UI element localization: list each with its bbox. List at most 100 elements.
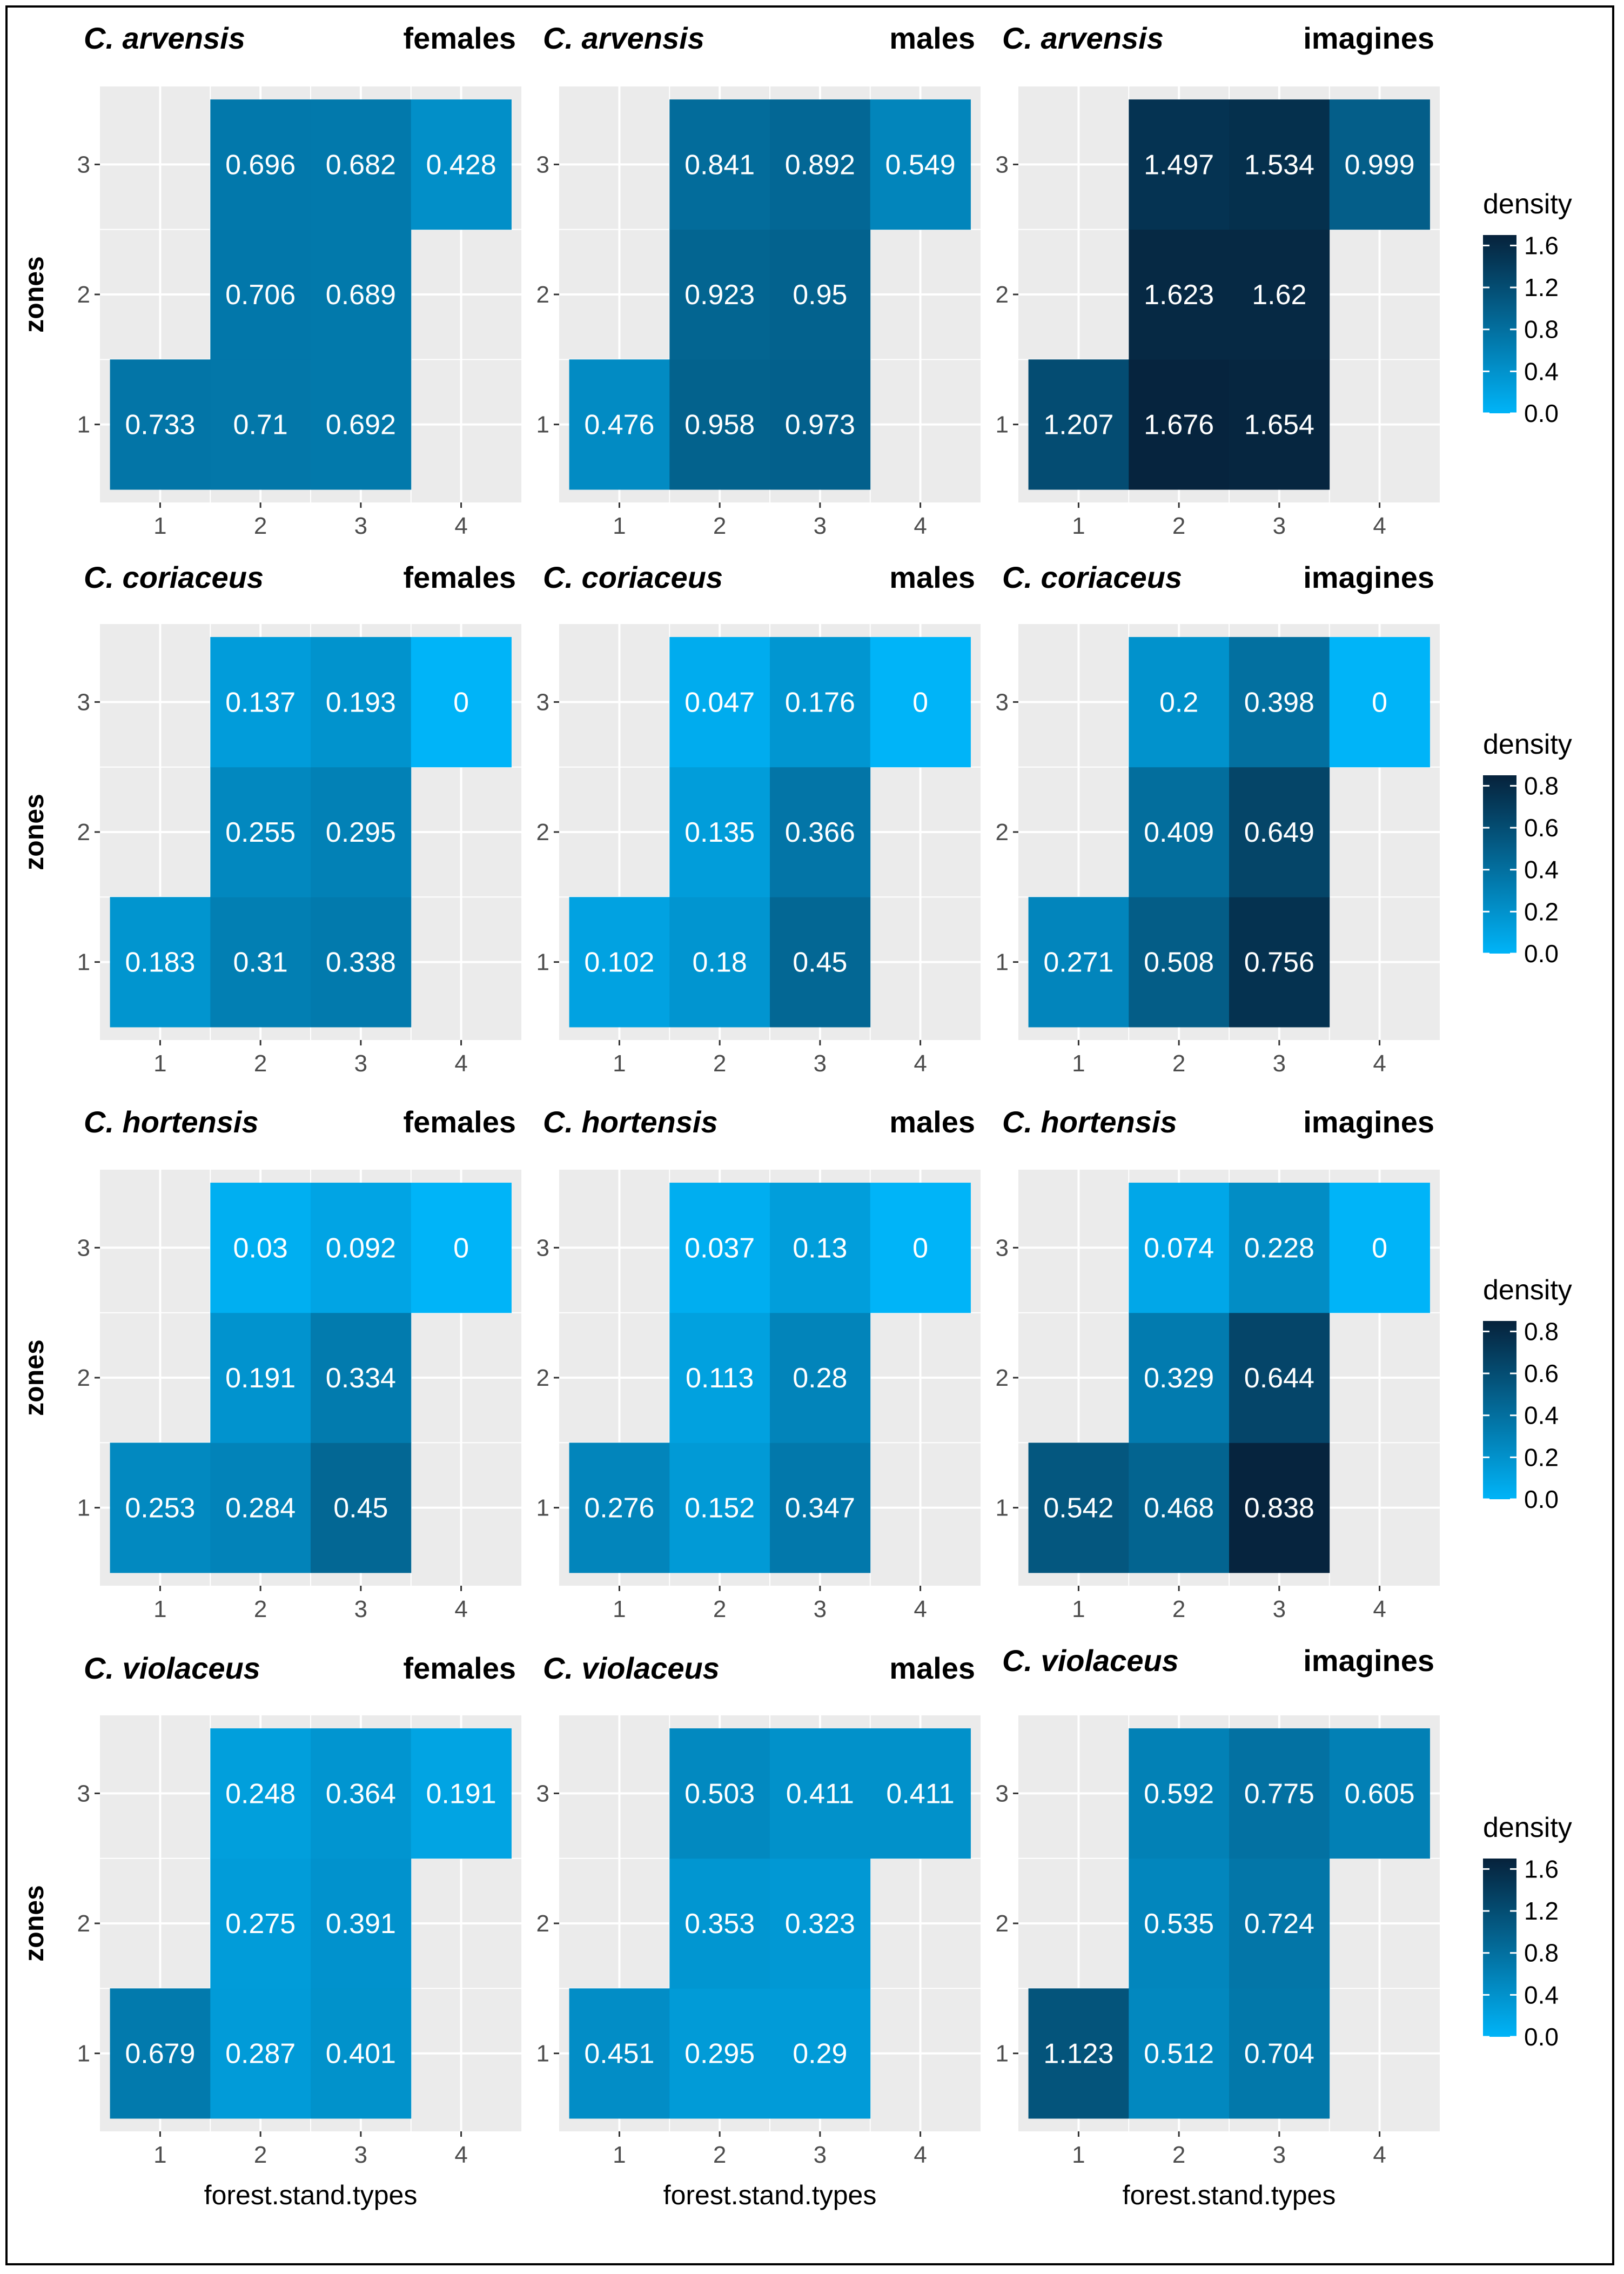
x-tick-label: 1 [1072, 1596, 1085, 1622]
legend-tick-label: 1.2 [1524, 1897, 1559, 1925]
heatmap-cell [311, 897, 412, 1028]
x-tick-label: 4 [454, 1050, 467, 1077]
heatmap-cell [1329, 1183, 1430, 1313]
cell-value-label: 0.45 [333, 1493, 388, 1524]
legend-colorbar [1483, 1859, 1516, 2037]
cell-value-label: 0.183 [125, 947, 195, 978]
y-axis-label: zones [19, 1339, 49, 1416]
panel-title-species: C. coriaceus [84, 560, 264, 594]
heatmap-cell [1129, 1728, 1230, 1859]
panel-title-group: females [403, 21, 516, 55]
cell-value-label: 0.696 [225, 149, 296, 180]
heatmap-cell [669, 229, 770, 360]
panel-title-species: C. coriaceus [543, 560, 723, 594]
cell-value-label: 0.047 [685, 687, 755, 718]
heatmap-cell [1028, 1988, 1129, 2119]
cell-value-label: 0.973 [785, 410, 855, 441]
panel-title-group: males [889, 21, 975, 55]
heatmap-cell [1229, 99, 1330, 230]
cell-value-label: 0.193 [326, 687, 396, 718]
x-tick-label: 2 [254, 1050, 267, 1077]
panel-c-violaceus-males: 0.451 0.295 0.29 0.353 0.323 0.503 0.411 0.411 1… [536, 1651, 981, 2168]
heatmap-cell [1129, 99, 1230, 230]
heatmap-cell [1129, 637, 1230, 768]
y-tick-label: 3 [996, 151, 1009, 178]
cell-value-label: 1.534 [1244, 149, 1314, 180]
heatmap-cell [411, 99, 512, 230]
cell-value-label: 0.03 [233, 1232, 288, 1264]
heatmap-cell [1229, 1183, 1330, 1313]
y-tick-label: 1 [996, 2041, 1009, 2067]
legend-tick-label: 0.0 [1524, 2023, 1559, 2051]
y-tick-label: 2 [996, 1910, 1009, 1937]
heatmap-cell [311, 1988, 412, 2119]
heatmap-cell [669, 1183, 770, 1313]
y-tick-label: 1 [77, 2041, 90, 2067]
x-tick-label: 3 [1273, 1050, 1286, 1077]
heatmap-cell [669, 637, 770, 768]
heatmap-cell [210, 1183, 311, 1313]
panel-title-group: imagines [1303, 560, 1434, 594]
heatmap-cell [1229, 1858, 1330, 1989]
panel-c-arvensis-imagines: 1.207 1.676 1.654 1.623 1.62 1.497 1.534 0.999 1… [996, 21, 1440, 539]
cell-value-label: 0.45 [793, 947, 847, 978]
panel-c-hortensis-imagines: 0.542 0.468 0.838 0.329 0.644 0.074 0.228 0 1 2 3 4… [996, 1105, 1440, 1622]
heatmap-cell [1129, 1183, 1230, 1313]
heatmap-cell [870, 637, 971, 768]
x-tick-label: 4 [914, 2142, 927, 2168]
heatmap-cell [210, 1312, 311, 1443]
x-tick-label: 4 [914, 1596, 927, 1622]
x-tick-label: 4 [1373, 1050, 1386, 1077]
heatmap-cell [870, 1728, 971, 1859]
x-tick-label: 3 [1273, 513, 1286, 539]
x-axis-label: forest.stand.types [204, 2180, 418, 2210]
cell-value-label: 0 [912, 1232, 928, 1264]
panel-title-group: imagines [1303, 21, 1434, 55]
y-tick-label: 3 [536, 1780, 549, 1807]
y-tick-label: 1 [77, 949, 90, 976]
legend-title: density [1483, 189, 1572, 220]
cell-value-label: 0.549 [885, 149, 956, 180]
y-tick-label: 2 [536, 281, 549, 308]
heatmap-cell [311, 1312, 412, 1443]
cell-value-label: 0.228 [1244, 1232, 1314, 1264]
cell-value-label: 0 [453, 1232, 469, 1264]
cell-value-label: 0.841 [685, 149, 755, 180]
cell-value-label: 0 [1372, 687, 1387, 718]
panel-title-group: males [889, 560, 975, 594]
heatmap-cell [569, 897, 670, 1028]
legend-colorbar [1483, 1321, 1516, 1499]
y-axis-label: zones [19, 1885, 49, 1962]
heatmap-cell [1229, 1988, 1330, 2119]
panel-c-violaceus-imagines: 1.123 0.512 0.704 0.535 0.724 0.592 0.775 0.605… [996, 1644, 1440, 2168]
y-tick-label: 3 [77, 151, 90, 178]
heatmap-cell [210, 99, 311, 230]
cell-value-label: 0.958 [685, 410, 755, 441]
heatmap-cell [669, 359, 770, 490]
y-tick-label: 1 [77, 412, 90, 438]
x-tick-label: 2 [254, 1596, 267, 1622]
heatmap-cell [770, 1443, 871, 1573]
cell-value-label: 0.176 [785, 687, 855, 718]
cell-value-label: 0.451 [584, 2038, 654, 2070]
y-tick-label: 2 [77, 1910, 90, 1937]
heatmap-cell [770, 1858, 871, 1989]
panel-c-arvensis-males: 0.476 0.958 0.973 0.923 0.95 0.841 0.892 0.549 1… [536, 21, 981, 539]
heatmap-cell [770, 1312, 871, 1443]
cell-value-label: 0.542 [1043, 1493, 1113, 1524]
cell-value-label: 1.676 [1144, 410, 1214, 441]
panel-c-coriaceus-imagines: 0.271 0.508 0.756 0.409 0.649 0.2 0.398 0 1 2 3 4 1 2… [996, 560, 1440, 1077]
y-tick-label: 3 [536, 1235, 549, 1261]
y-tick-label: 1 [996, 1495, 1009, 1521]
legend-tick-label: 0.2 [1524, 897, 1559, 925]
cell-value-label: 0.476 [584, 410, 654, 441]
panel-title-species: C. hortensis [1002, 1105, 1177, 1139]
heatmap-cell [210, 1858, 311, 1989]
cell-value-label: 0.71 [233, 410, 288, 441]
heatmap-cell [770, 1183, 871, 1313]
heatmap-cell [1129, 767, 1230, 897]
legend-row-4: density 0.0 0.4 0.8 1.2 1.6 [1483, 1812, 1572, 2051]
x-tick-label: 3 [814, 1596, 827, 1622]
x-tick-label: 1 [613, 1596, 626, 1622]
x-tick-label: 4 [914, 513, 927, 539]
